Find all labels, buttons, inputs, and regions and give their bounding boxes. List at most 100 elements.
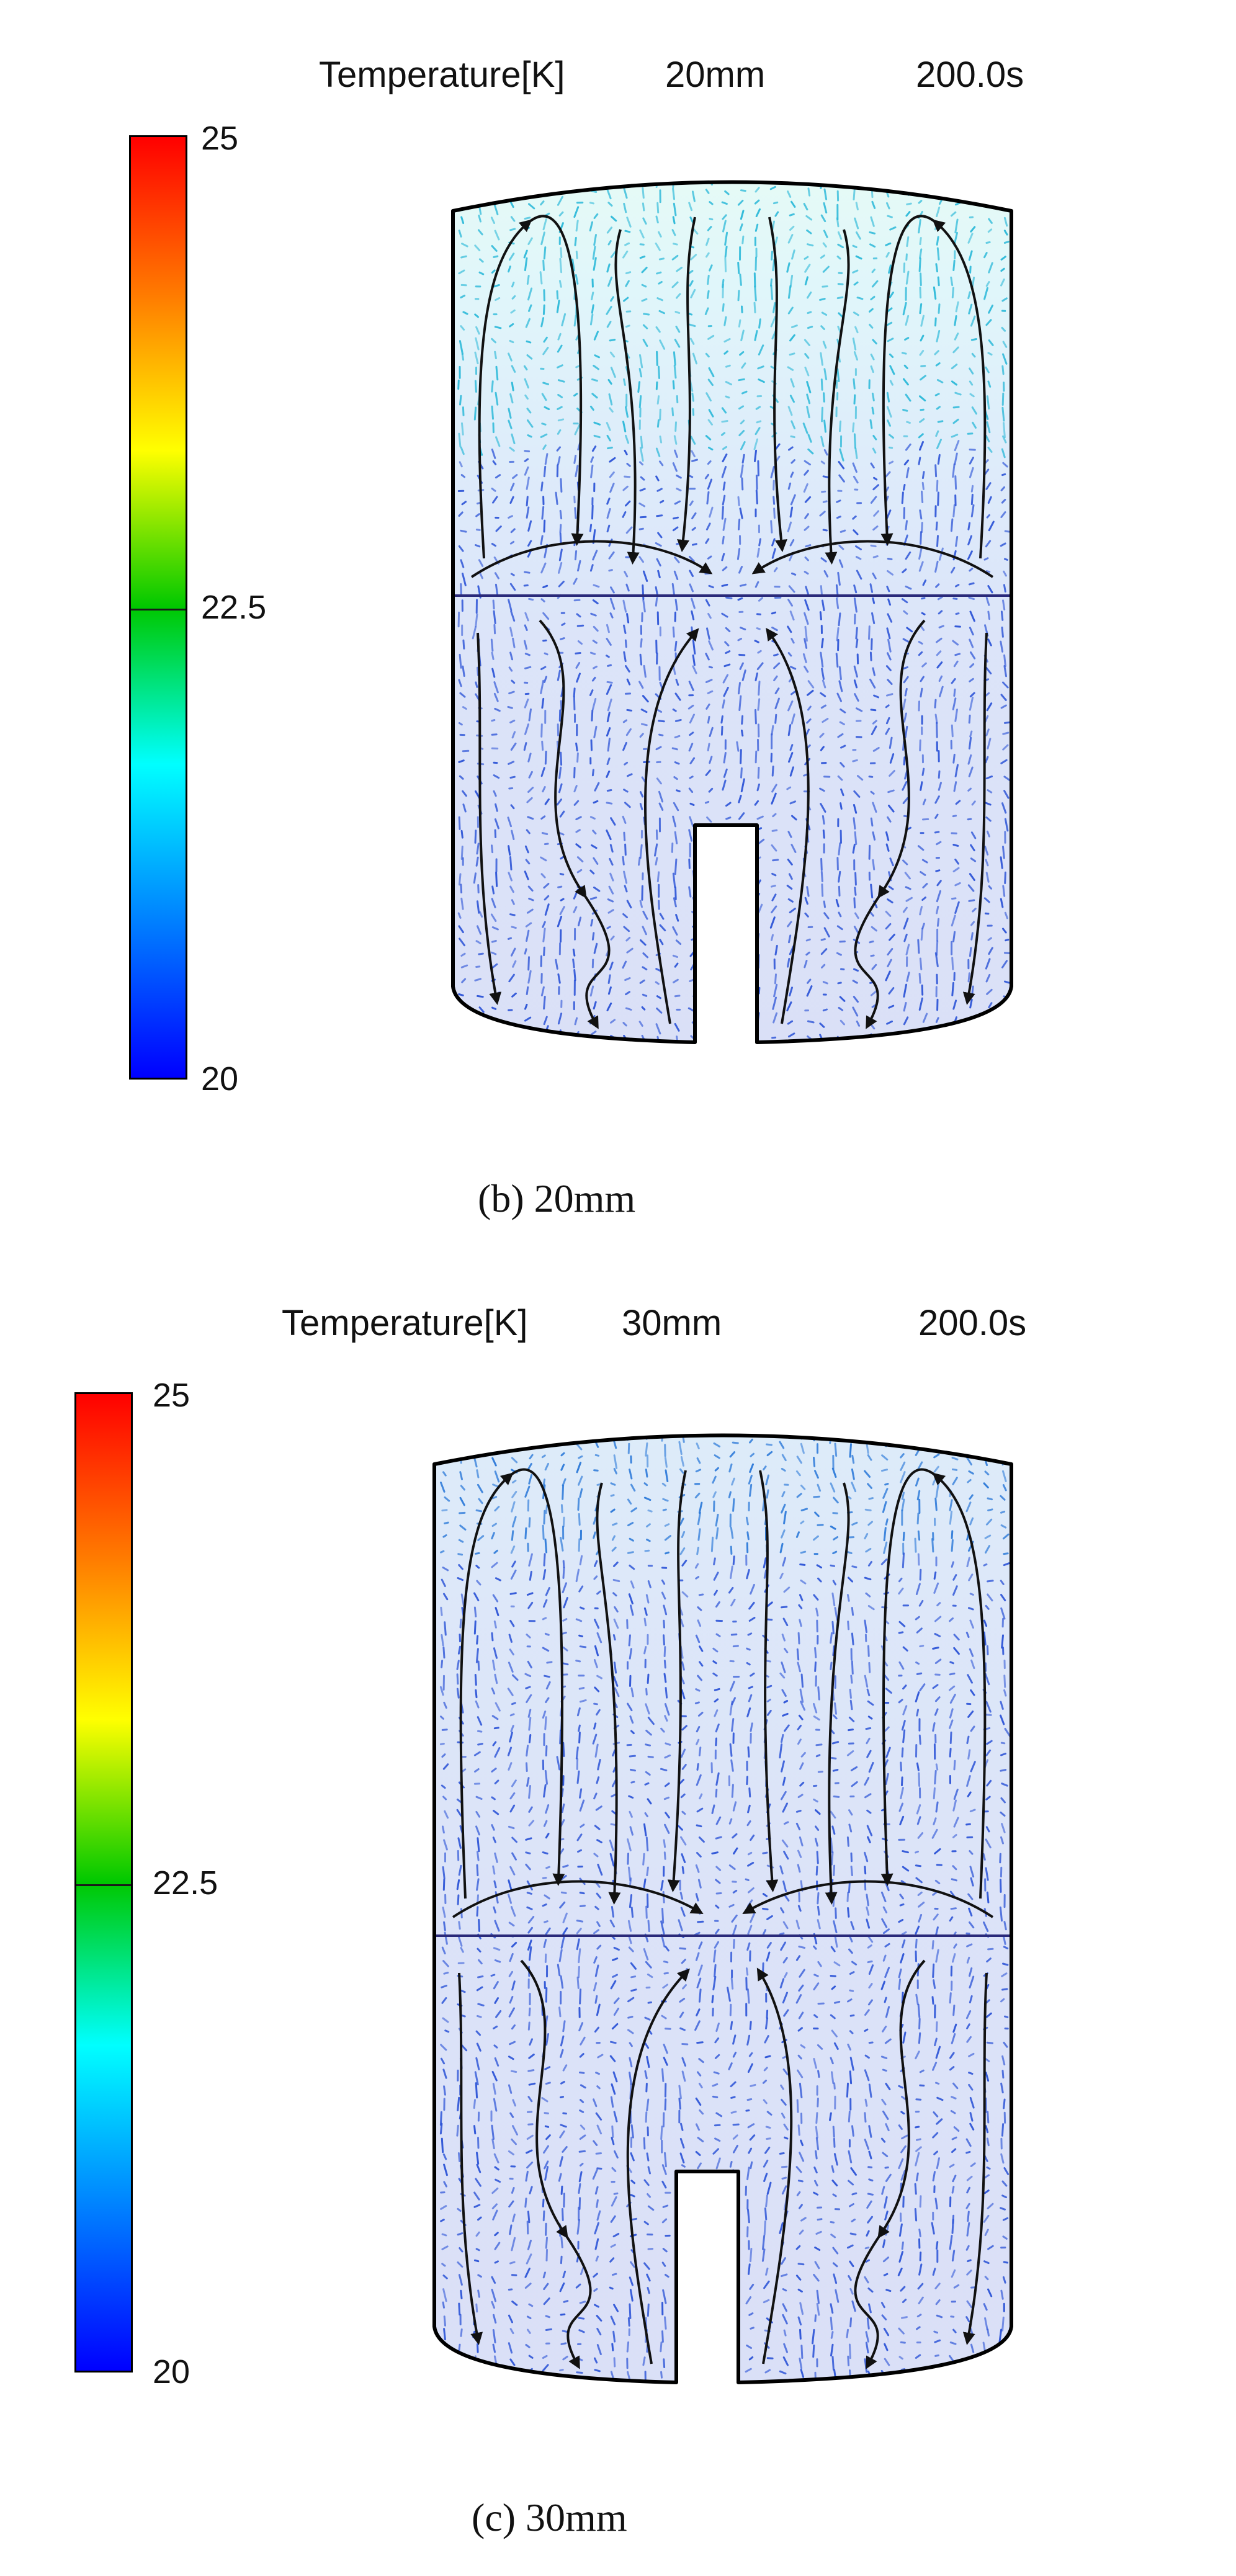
velocity-vector <box>804 256 809 260</box>
velocity-vector <box>688 886 692 898</box>
velocity-vector <box>915 1925 920 1934</box>
velocity-vector <box>847 1495 852 1500</box>
velocity-vector <box>596 1839 602 1843</box>
velocity-vector <box>510 947 516 957</box>
velocity-vector <box>678 2098 681 2110</box>
velocity-vector <box>527 1926 533 1934</box>
velocity-vector <box>816 2289 820 2304</box>
velocity-vector <box>814 2247 821 2251</box>
velocity-vector <box>723 932 728 940</box>
velocity-vector <box>673 435 678 445</box>
velocity-vector <box>985 2072 990 2082</box>
velocity-vector <box>697 1511 701 1526</box>
velocity-vector <box>478 271 485 275</box>
velocity-vector <box>578 1948 581 1964</box>
velocity-vector <box>864 1470 871 1478</box>
velocity-vector <box>572 959 575 968</box>
velocity-vector <box>645 1961 652 1969</box>
velocity-vector <box>460 883 463 893</box>
velocity-vector <box>1000 2207 1006 2211</box>
velocity-vector <box>491 543 496 547</box>
velocity-vector <box>681 2057 686 2067</box>
velocity-vector <box>920 928 924 941</box>
velocity-vector <box>951 1457 959 1460</box>
velocity-vector <box>706 627 710 640</box>
velocity-vector <box>852 338 857 351</box>
velocity-vector <box>491 2203 498 2209</box>
velocity-vector <box>558 2173 562 2182</box>
velocity-vector <box>608 569 613 572</box>
velocity-vector <box>443 2371 447 2382</box>
velocity-vector <box>679 1518 684 1526</box>
velocity-vector <box>898 2223 903 2237</box>
velocity-vector <box>884 1967 890 1979</box>
velocity-vector <box>883 2273 889 2276</box>
velocity-vector <box>662 1498 669 1502</box>
velocity-vector <box>847 1907 850 1918</box>
velocity-vector <box>641 776 647 783</box>
velocity-vector <box>920 781 923 791</box>
velocity-vector <box>880 1980 885 1990</box>
velocity-vector <box>574 236 577 246</box>
velocity-vector <box>797 2069 804 2078</box>
velocity-vector <box>882 1906 888 1914</box>
velocity-vector <box>491 1496 498 1500</box>
velocity-vector <box>983 897 990 903</box>
velocity-vector <box>509 583 516 591</box>
velocity-vector <box>864 2069 870 2082</box>
velocity-vector <box>457 912 462 919</box>
velocity-vector <box>592 830 597 834</box>
velocity-vector <box>680 1748 686 1758</box>
velocity-vector <box>524 640 528 650</box>
velocity-vector <box>715 1527 719 1540</box>
velocity-vector <box>831 2180 838 2186</box>
velocity-vector <box>475 1825 480 1836</box>
velocity-vector <box>578 2329 585 2333</box>
velocity-vector <box>921 471 925 480</box>
velocity-vector <box>490 1974 496 1977</box>
velocity-vector <box>921 184 928 191</box>
velocity-vector <box>805 938 811 942</box>
velocity-vector <box>1000 542 1006 547</box>
velocity-vector <box>918 1772 921 1787</box>
velocity-vector <box>817 2218 823 2221</box>
velocity-vector <box>868 2041 874 2044</box>
velocity-vector <box>494 1959 501 1963</box>
velocity-vector <box>590 919 594 927</box>
velocity-vector <box>545 1927 551 1936</box>
velocity-vector <box>787 599 793 607</box>
velocity-vector <box>606 926 611 929</box>
velocity-vector <box>691 597 696 609</box>
velocity-vector <box>864 1851 869 1863</box>
velocity-vector <box>725 596 733 599</box>
velocity-vector <box>772 259 776 272</box>
velocity-vector <box>951 364 958 370</box>
velocity-vector <box>592 246 596 260</box>
velocity-vector <box>919 957 923 970</box>
velocity-vector <box>805 544 812 548</box>
velocity-vector <box>766 1951 771 1962</box>
velocity-vector <box>955 800 961 805</box>
velocity-vector <box>866 2317 870 2330</box>
velocity-vector <box>920 676 925 682</box>
velocity-vector <box>823 230 828 238</box>
velocity-vector <box>885 2289 892 2292</box>
velocity-vector <box>477 1743 483 1746</box>
velocity-vector <box>607 898 614 903</box>
velocity-vector <box>679 1947 686 1950</box>
velocity-vector <box>968 899 975 902</box>
velocity-vector <box>681 1661 685 1671</box>
velocity-vector <box>851 1660 854 1675</box>
velocity-vector <box>921 984 924 996</box>
velocity-vector <box>1002 1533 1010 1540</box>
velocity-vector <box>779 1672 786 1679</box>
velocity-vector <box>751 1427 756 1429</box>
velocity-vector <box>884 2211 889 2220</box>
velocity-vector <box>478 571 483 579</box>
velocity-vector <box>780 2084 784 2090</box>
velocity-vector <box>460 559 465 568</box>
velocity-vector <box>509 2041 516 2046</box>
velocity-vector <box>459 1618 462 1629</box>
velocity-vector <box>953 781 957 792</box>
velocity-vector <box>672 187 675 200</box>
